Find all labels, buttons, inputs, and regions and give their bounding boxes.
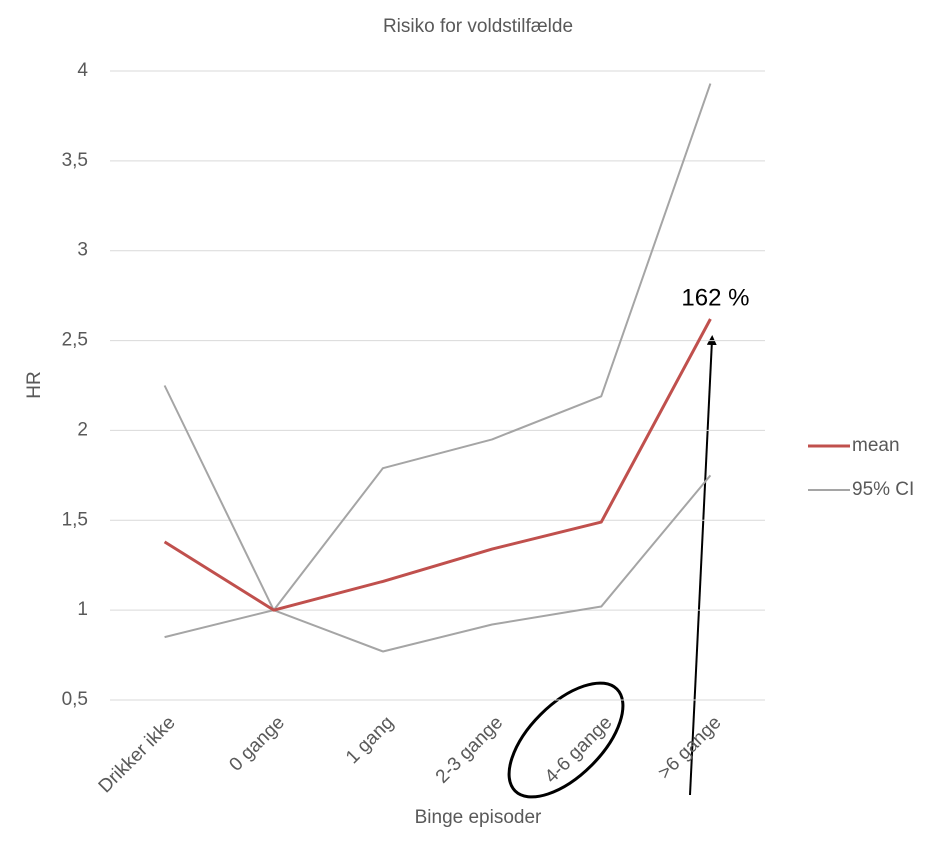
highlight-ellipse [507,681,625,799]
annotation-arrow [689,335,717,796]
x-tick-label: >6 gange [654,712,725,783]
x-axis-label: Binge episoder [415,807,542,828]
y-tick-label: 2,5 [62,330,88,351]
y-tick-label: 3,5 [62,150,88,171]
series-line [163,318,712,612]
legend-label: 95% CI [852,479,914,500]
legend-label: mean [852,435,900,456]
y-axis-label: HR [24,371,45,398]
y-tick-label: 1,5 [62,509,88,530]
x-tick-label: 1 gang [342,712,398,768]
y-tick-label: 2 [77,419,88,440]
y-tick-label: 3 [77,240,88,261]
y-tick-label: 4 [77,60,88,81]
series-line [163,83,712,612]
x-tick-label: 0 gange [225,712,288,775]
chart-title: Risiko for voldstilfælde [383,16,573,37]
x-tick-label: Drikker ikke [95,712,180,797]
annotation: 162 % [681,284,749,311]
y-tick-label: 0,5 [62,689,88,710]
y-tick-label: 1 [77,599,88,620]
x-tick-label: 2-3 gange [432,712,507,787]
series-line [164,474,712,653]
